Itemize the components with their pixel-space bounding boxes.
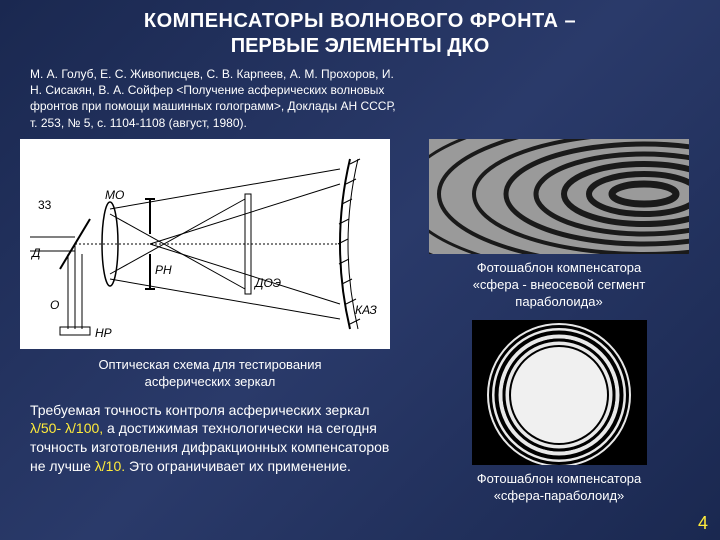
svg-text:33: 33 bbox=[38, 198, 52, 212]
svg-text:РН: РН bbox=[155, 263, 172, 277]
photomask-paraboloid-image bbox=[472, 320, 647, 465]
svg-text:МО: МО bbox=[105, 188, 124, 202]
bottom-paragraph: Требуемая точность контроля асферических… bbox=[20, 397, 400, 477]
svg-text:НР: НР bbox=[95, 326, 112, 340]
citation-text: М. А. Голуб, Е. С. Живописцев, С. В. Кар… bbox=[0, 66, 430, 139]
right-column: Фотошаблон компенсатора «сфера - внеосев… bbox=[418, 139, 700, 511]
scheme-caption: Оптическая схема для тестирования асфери… bbox=[20, 349, 400, 397]
svg-text:КАЗ: КАЗ bbox=[355, 303, 378, 317]
svg-text:О: О bbox=[50, 298, 59, 312]
left-column: 33 Д МО РН О НР ДОЭ КАЗ Оптическая схема… bbox=[20, 139, 400, 511]
photo1-caption: Фотошаблон компенсатора «сфера - внеосев… bbox=[469, 254, 650, 317]
svg-text:Д: Д bbox=[30, 246, 41, 260]
optical-scheme-diagram: 33 Д МО РН О НР ДОЭ КАЗ bbox=[20, 139, 390, 349]
content-row: 33 Д МО РН О НР ДОЭ КАЗ Оптическая схема… bbox=[0, 139, 720, 511]
photomask-offaxis-image bbox=[429, 139, 689, 254]
title-line1: КОМПЕНСАТОРЫ ВОЛНОВОГО ФРОНТА – bbox=[0, 0, 720, 35]
page-number: 4 bbox=[698, 513, 708, 534]
title-line2: ПЕРВЫЕ ЭЛЕМЕНТЫ ДКО bbox=[0, 35, 720, 66]
photo2-caption: Фотошаблон компенсатора «сфера-параболои… bbox=[473, 465, 646, 511]
svg-text:ДОЭ: ДОЭ bbox=[253, 276, 281, 290]
